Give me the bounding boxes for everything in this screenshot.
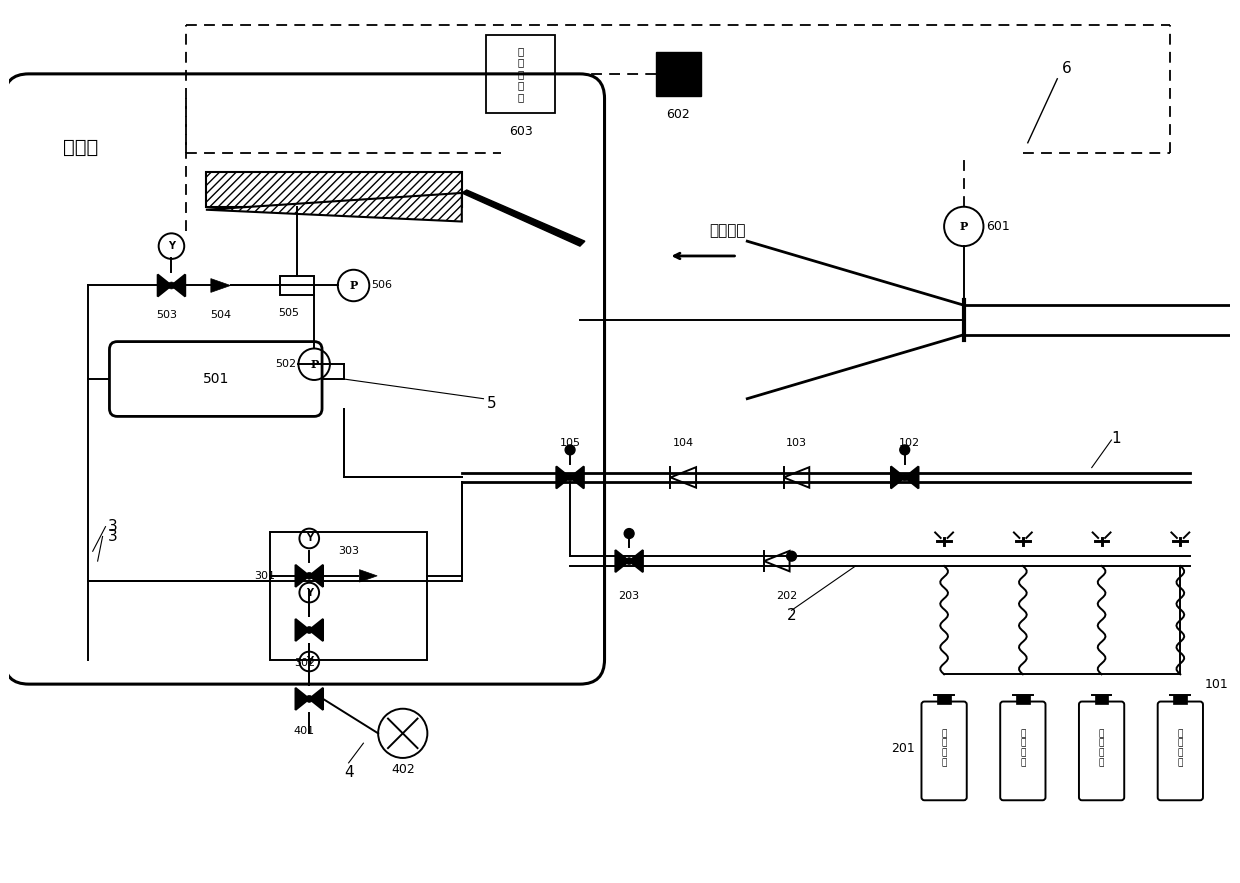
Circle shape (567, 474, 574, 481)
Text: 氢
气
气
瓶: 氢 气 气 瓶 (1099, 729, 1105, 767)
Text: 502: 502 (275, 359, 296, 369)
Polygon shape (295, 565, 309, 587)
Text: 101: 101 (1205, 677, 1229, 691)
Text: P: P (350, 280, 357, 291)
Bar (270, 532, 428, 660)
Text: 4: 4 (343, 766, 353, 781)
Text: 试验气流: 试验气流 (709, 223, 745, 238)
Circle shape (786, 551, 796, 561)
Circle shape (565, 445, 575, 455)
Text: 104: 104 (673, 438, 694, 448)
Polygon shape (615, 550, 629, 572)
Text: 601: 601 (987, 220, 1011, 233)
Text: P: P (310, 358, 319, 370)
Text: 试验段: 试验段 (63, 138, 98, 157)
Text: 301: 301 (254, 570, 275, 581)
Circle shape (306, 627, 312, 633)
Polygon shape (629, 550, 642, 572)
Text: 501: 501 (202, 372, 229, 386)
Polygon shape (892, 466, 905, 488)
Text: Y: Y (167, 241, 175, 251)
Polygon shape (157, 275, 171, 297)
Bar (1095, 696, 1109, 705)
Polygon shape (309, 619, 324, 641)
Circle shape (306, 572, 312, 579)
Circle shape (624, 529, 634, 539)
Text: 102: 102 (899, 438, 920, 448)
Text: 402: 402 (391, 763, 414, 776)
Text: 氢
气
气
瓶: 氢 气 气 瓶 (941, 729, 947, 767)
Bar (1173, 696, 1187, 705)
Text: 2: 2 (786, 608, 796, 623)
Polygon shape (905, 466, 919, 488)
Polygon shape (309, 688, 324, 710)
Text: 固
态
继
电
器: 固 态 继 电 器 (518, 46, 525, 102)
Text: 201: 201 (890, 742, 915, 755)
Text: 603: 603 (508, 125, 533, 138)
Polygon shape (360, 570, 377, 582)
Bar (280, 275, 314, 295)
Bar (206, 172, 461, 207)
Polygon shape (295, 619, 309, 641)
Circle shape (306, 696, 312, 702)
Polygon shape (206, 193, 461, 222)
Polygon shape (211, 279, 231, 292)
Circle shape (626, 558, 632, 564)
Polygon shape (309, 565, 324, 587)
Text: 506: 506 (371, 281, 392, 291)
Bar (937, 696, 951, 705)
Text: 302: 302 (294, 658, 315, 668)
Text: 401: 401 (294, 727, 315, 736)
Text: 3: 3 (108, 529, 118, 544)
Text: 6: 6 (1063, 62, 1071, 77)
Polygon shape (570, 466, 584, 488)
Text: 505: 505 (278, 308, 299, 318)
Text: 3: 3 (108, 519, 118, 534)
Polygon shape (461, 190, 585, 246)
Text: 氢
气
气
瓶: 氢 气 气 瓶 (1178, 729, 1183, 767)
Text: 103: 103 (786, 438, 807, 448)
Text: Y: Y (306, 656, 312, 667)
Text: 602: 602 (666, 108, 691, 121)
Text: P: P (960, 221, 968, 232)
Polygon shape (557, 466, 570, 488)
Circle shape (167, 282, 175, 289)
Text: 氢
气
气
瓶: 氢 气 气 瓶 (1021, 729, 1025, 767)
Text: 203: 203 (619, 591, 640, 600)
Circle shape (901, 474, 908, 481)
Bar (486, 34, 556, 113)
Polygon shape (295, 688, 309, 710)
Text: 303: 303 (339, 547, 360, 556)
Text: 202: 202 (776, 591, 797, 600)
Text: 105: 105 (559, 438, 580, 448)
Text: Y: Y (306, 587, 312, 598)
Text: Y: Y (306, 533, 312, 543)
Polygon shape (171, 275, 185, 297)
Text: 503: 503 (156, 310, 177, 321)
Bar (1016, 696, 1029, 705)
Text: 5: 5 (486, 396, 496, 411)
Text: 504: 504 (210, 310, 231, 321)
Text: 1: 1 (1111, 431, 1121, 446)
Circle shape (900, 445, 910, 455)
Bar (656, 52, 701, 96)
